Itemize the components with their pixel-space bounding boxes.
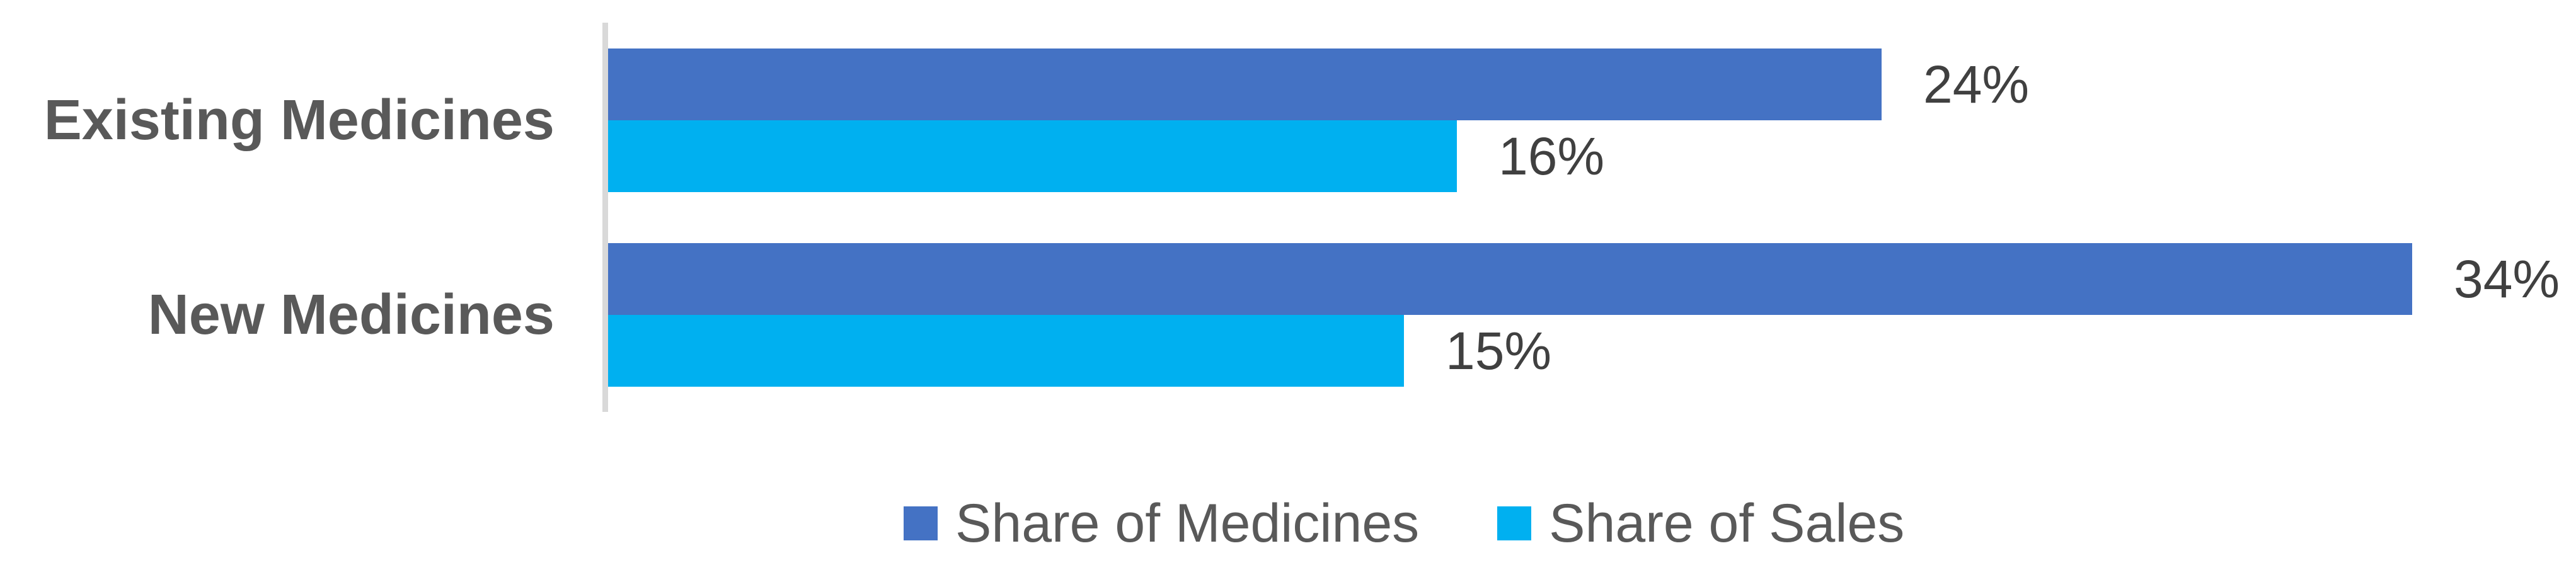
- legend-swatch-icon: [1497, 506, 1532, 540]
- legend-entry-share-of-medicines: Share of Medicines: [904, 493, 1419, 555]
- category-label: Existing Medicines: [43, 88, 555, 152]
- category-label: New Medicines: [147, 283, 555, 346]
- bar-share-of-sales: [608, 120, 1457, 192]
- data-label: 24%: [1923, 54, 2030, 114]
- legend-swatch-icon: [904, 506, 938, 540]
- legend: Share of Medicines Share of Sales: [904, 491, 1904, 556]
- bar-share-of-medicines: [608, 48, 1882, 120]
- data-label: 16%: [1498, 126, 1605, 186]
- legend-label: Share of Sales: [1549, 493, 1905, 554]
- data-label: 15%: [1446, 321, 1552, 380]
- bar-share-of-sales: [608, 315, 1404, 387]
- bar-share-of-medicines: [608, 243, 2412, 315]
- data-label: 34%: [2454, 249, 2560, 309]
- legend-label: Share of Medicines: [955, 493, 1420, 554]
- y-axis-line: [602, 23, 608, 412]
- legend-entry-share-of-sales: Share of Sales: [1497, 493, 1904, 555]
